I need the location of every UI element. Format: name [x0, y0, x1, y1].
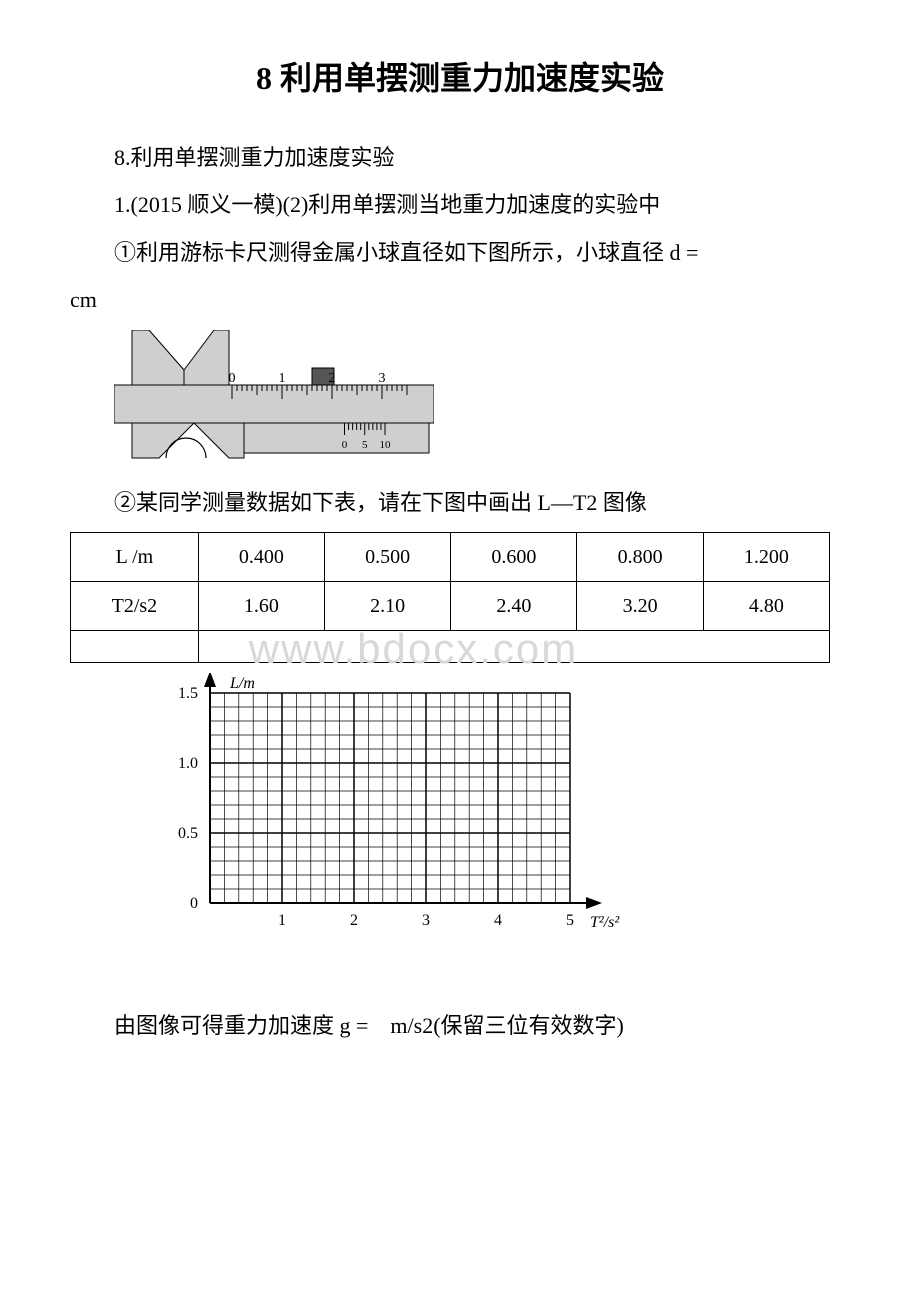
- svg-text:5: 5: [362, 439, 368, 451]
- svg-text:0: 0: [229, 371, 236, 386]
- svg-text:1.0: 1.0: [178, 755, 198, 772]
- svg-text:1.5: 1.5: [178, 685, 198, 702]
- data-table: L /m 0.400 0.500 0.600 0.800 1.200 T2/s2…: [70, 532, 830, 663]
- cell: 0.800: [577, 533, 703, 582]
- svg-text:3: 3: [422, 912, 430, 929]
- cell: 1.200: [703, 533, 829, 582]
- svg-text:1: 1: [279, 371, 286, 386]
- table-row: L /m 0.400 0.500 0.600 0.800 1.200: [71, 533, 830, 582]
- cell: 4.80: [703, 582, 829, 631]
- svg-text:0: 0: [190, 895, 198, 912]
- svg-text:0: 0: [342, 439, 348, 451]
- caliper-svg: 0 1 2 3 0 5 10: [114, 330, 434, 460]
- q1-sub1: ①利用游标卡尺测得金属小球直径如下图所示，小球直径 d =: [70, 233, 850, 273]
- table-header-T2: T2/s2: [71, 582, 199, 631]
- graph-figure: 1 2 3 4 5 0 0.5 1.0 1.5 L/m T²/s²: [140, 673, 850, 986]
- q1-sub1-unit: cm: [70, 280, 850, 320]
- svg-text:10: 10: [380, 439, 392, 451]
- svg-text:5: 5: [566, 912, 574, 929]
- graph-svg: 1 2 3 4 5 0 0.5 1.0 1.5 L/m T²/s²: [140, 673, 660, 973]
- q1-intro: 1.(2015 顺义一模)(2)利用单摆测当地重力加速度的实验中: [70, 185, 850, 225]
- svg-text:T²/s²: T²/s²: [590, 914, 620, 931]
- svg-text:2: 2: [329, 371, 336, 386]
- cell: 0.600: [451, 533, 577, 582]
- conclusion-text: 由图像可得重力加速度 g = m/s2(保留三位有效数字): [70, 1006, 850, 1046]
- caliper-figure: 0 1 2 3 0 5 10: [114, 330, 850, 473]
- cell: 2.40: [451, 582, 577, 631]
- page-title: 8 利用单摆测重力加速度实验: [70, 50, 850, 108]
- q1-sub2: ②某同学测量数据如下表，请在下图中画出 L—T2 图像: [70, 483, 850, 523]
- svg-text:2: 2: [350, 912, 358, 929]
- svg-text:3: 3: [379, 371, 386, 386]
- cell: 1.60: [198, 582, 324, 631]
- cell: 2.10: [325, 582, 451, 631]
- table-row: T2/s2 1.60 2.10 2.40 3.20 4.80: [71, 582, 830, 631]
- svg-text:1: 1: [278, 912, 286, 929]
- q1-sub1-text: ①利用游标卡尺测得金属小球直径如下图所示，小球直径 d =: [114, 240, 698, 265]
- table-row-empty: www.bdocx.com: [71, 631, 830, 663]
- subtitle-text: 8.利用单摆测重力加速度实验: [70, 138, 850, 178]
- cell: 3.20: [577, 582, 703, 631]
- cell: 0.500: [325, 533, 451, 582]
- svg-text:L/m: L/m: [229, 675, 255, 692]
- svg-text:0.5: 0.5: [178, 825, 198, 842]
- svg-text:4: 4: [494, 912, 502, 929]
- cell: 0.400: [198, 533, 324, 582]
- table-header-L: L /m: [71, 533, 199, 582]
